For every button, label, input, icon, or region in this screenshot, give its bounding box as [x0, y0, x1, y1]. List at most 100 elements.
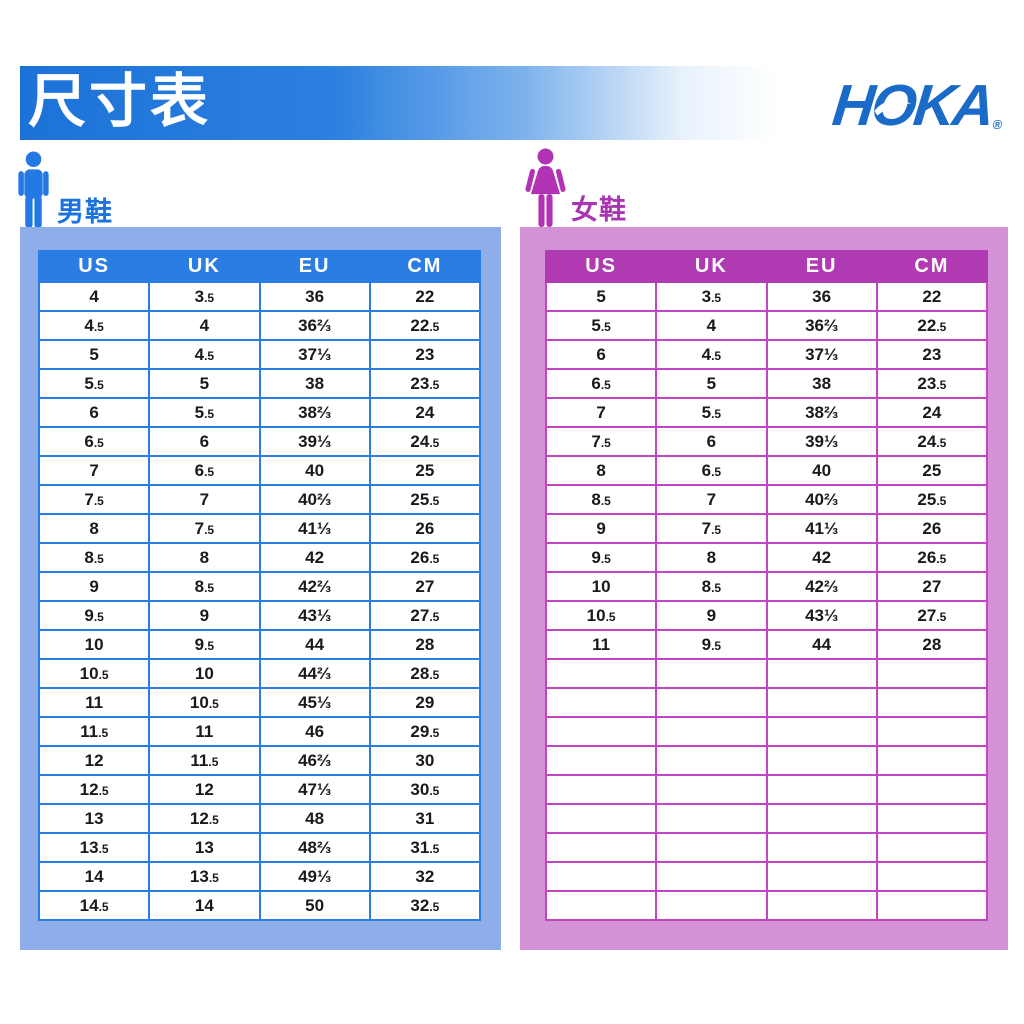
table-cell: 24	[368, 397, 482, 428]
table-cell: 22.5	[368, 310, 482, 341]
table-cell: 42	[258, 542, 371, 573]
table-row: 9.5 8 42 26.5	[544, 542, 989, 573]
woman-icon	[522, 147, 569, 228]
table-cell: 7	[544, 397, 658, 428]
table-cell: 5.5	[544, 310, 658, 341]
table-row	[544, 774, 989, 805]
table-cell	[765, 716, 878, 747]
table-cell: 50	[258, 890, 371, 921]
table-cell: 5.5	[37, 368, 151, 399]
table-cell: 6.5	[544, 368, 658, 399]
table-cell: 22.5	[875, 310, 989, 341]
table-cell: 7.5	[148, 513, 261, 544]
table-cell	[655, 861, 768, 892]
table-row: 7.5 7 40⅔ 25.5	[37, 484, 482, 515]
table-cell: 43⅓	[258, 600, 371, 631]
table-cell: 9.5	[148, 629, 261, 660]
table-cell: 8	[37, 513, 151, 544]
table-cell: 44⅔	[258, 658, 371, 689]
table-cell: 38	[258, 368, 371, 399]
table-cell: 12	[148, 774, 261, 805]
table-cell: 27.5	[875, 600, 989, 631]
table-cell	[875, 716, 989, 747]
table-cell: 23.5	[875, 368, 989, 399]
table-cell: 5.5	[148, 397, 261, 428]
men-size-table: US UK EU CM 4 3.5 36 22 4.5 4 36⅔ 22.5 5 4.5 37⅓ 23 5.5 5…	[37, 250, 482, 921]
table-cell: 25	[875, 455, 989, 486]
title-banner: 尺寸表	[20, 66, 942, 140]
table-cell	[655, 687, 768, 718]
table-cell: 10	[37, 629, 151, 660]
table-cell: 36	[765, 281, 878, 312]
table-cell: 12.5	[148, 803, 261, 834]
table-row: 5.5 5 38 23.5	[37, 368, 482, 399]
table-cell: 36⅔	[765, 310, 878, 341]
table-cell: 11	[148, 716, 261, 747]
table-cell: 10.5	[37, 658, 151, 689]
table-cell: 13.5	[37, 832, 151, 863]
page-title: 尺寸表	[28, 69, 212, 134]
table-row: 4.5 4 36⅔ 22.5	[37, 310, 482, 341]
women-section-label: 女鞋	[571, 195, 627, 225]
table-cell: 9	[37, 571, 151, 602]
table-cell	[765, 803, 878, 834]
table-cell: 12	[37, 745, 151, 776]
table-row: 9.5 9 43⅓ 27.5	[37, 600, 482, 631]
table-cell	[544, 716, 658, 747]
table-cell	[655, 658, 768, 689]
header-row: US UK EU CM	[544, 250, 989, 283]
table-cell: 6.5	[37, 426, 151, 457]
table-cell: 3.5	[148, 281, 261, 312]
table-cell: 23	[368, 339, 482, 370]
table-row: 8 7.5 41⅓ 26	[37, 513, 482, 544]
table-row: 10.5 9 43⅓ 27.5	[544, 600, 989, 631]
table-cell: 38⅔	[765, 397, 878, 428]
table-cell: 22	[875, 281, 989, 312]
table-row: 5.5 4 36⅔ 22.5	[544, 310, 989, 341]
hoka-logo: H O KA ®	[829, 72, 1007, 138]
table-row: 9 8.5 42⅔ 27	[37, 571, 482, 602]
table-cell: 7.5	[655, 513, 768, 544]
table-cell: 31.5	[368, 832, 482, 863]
table-cell: 43⅓	[765, 600, 878, 631]
table-cell: 8.5	[655, 571, 768, 602]
table-cell: 45⅓	[258, 687, 371, 718]
table-row	[544, 687, 989, 718]
table-cell: 41⅓	[765, 513, 878, 544]
table-cell: 48⅔	[258, 832, 371, 863]
table-cell: 5	[544, 281, 658, 312]
table-cell: 46⅔	[258, 745, 371, 776]
table-cell	[875, 687, 989, 718]
table-row: 13.5 13 48⅔ 31.5	[37, 832, 482, 863]
table-row	[544, 716, 989, 747]
table-cell	[875, 832, 989, 863]
table-cell: 13.5	[148, 861, 261, 892]
table-cell	[765, 861, 878, 892]
table-row: 10 8.5 42⅔ 27	[544, 571, 989, 602]
table-cell	[875, 745, 989, 776]
table-cell: 4.5	[37, 310, 151, 341]
table-cell: 24	[875, 397, 989, 428]
table-cell: 8.5	[148, 571, 261, 602]
table-cell: 47⅓	[258, 774, 371, 805]
table-cell	[544, 803, 658, 834]
table-row: 7.5 6 39⅓ 24.5	[544, 426, 989, 457]
table-cell	[655, 832, 768, 863]
table-cell: 40⅔	[258, 484, 371, 515]
table-cell: 27.5	[368, 600, 482, 631]
table-cell: 25	[368, 455, 482, 486]
table-cell: 29.5	[368, 716, 482, 747]
hoka-bird-icon	[874, 100, 912, 116]
table-cell: 13	[37, 803, 151, 834]
table-cell: 5	[37, 339, 151, 370]
table-cell: 10.5	[148, 687, 261, 718]
table-cell	[765, 687, 878, 718]
table-row: 10 9.5 44 28	[37, 629, 482, 660]
table-cell: 23	[875, 339, 989, 370]
table-cell: 26	[368, 513, 482, 544]
table-cell: 42	[765, 542, 878, 573]
table-row: 6.5 5 38 23.5	[544, 368, 989, 399]
table-cell: 6.5	[148, 455, 261, 486]
